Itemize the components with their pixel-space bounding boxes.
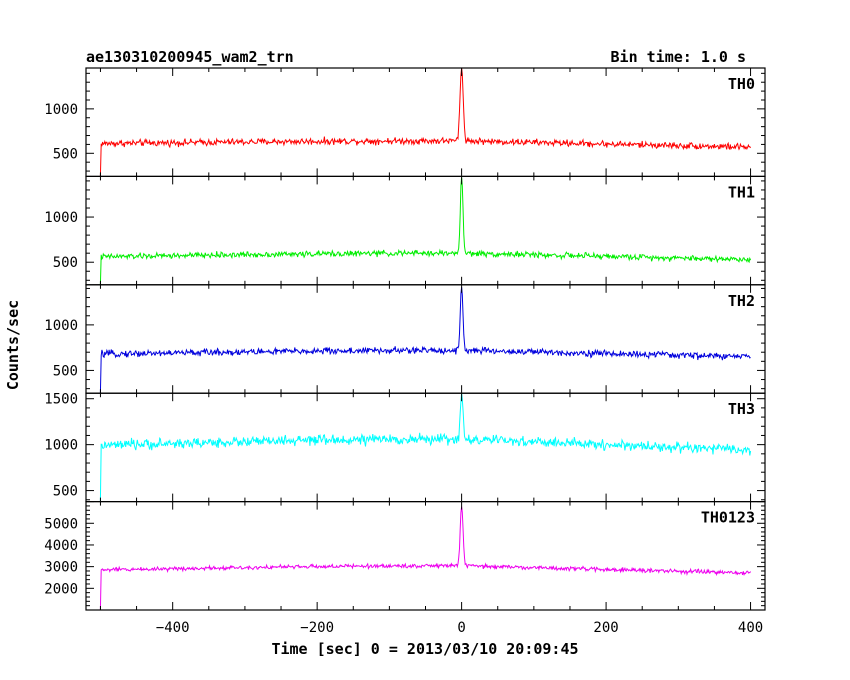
y-tick-label: 5000 bbox=[44, 516, 78, 532]
y-tick-label: 1000 bbox=[44, 102, 78, 118]
panel-frame bbox=[85, 501, 766, 611]
y-tick-label: 1000 bbox=[44, 210, 78, 226]
panel-frame bbox=[85, 175, 766, 286]
y-tick-label: 500 bbox=[53, 146, 78, 162]
x-tick-label: 0 bbox=[457, 620, 465, 636]
x-axis-label: Time [sec] 0 = 2013/03/10 20:09:45 bbox=[271, 640, 578, 658]
y-tick-label: 500 bbox=[53, 484, 78, 500]
panel-frame bbox=[85, 284, 766, 394]
series-line-th1 bbox=[99, 177, 752, 285]
y-tick-label: 500 bbox=[53, 255, 78, 271]
y-tick-label: 1500 bbox=[44, 392, 78, 408]
panel-frame bbox=[85, 67, 766, 178]
x-tick-label: 400 bbox=[738, 620, 763, 636]
y-tick-label: 1000 bbox=[44, 318, 78, 334]
panel-th3: 500 1000 1500 TH3 bbox=[44, 392, 766, 503]
series-line-th0 bbox=[99, 68, 752, 177]
figure-title: ae130310200945_wam2_trn bbox=[86, 48, 294, 66]
x-tick-label: 200 bbox=[593, 620, 618, 636]
panel-th0: 500 1000 TH0 bbox=[44, 67, 766, 178]
x-tick-label: −400 bbox=[156, 620, 190, 636]
y-tick-label: 2000 bbox=[44, 581, 78, 597]
panel-label-th2: TH2 bbox=[728, 292, 755, 310]
panel-th2: 500 1000 TH2 bbox=[44, 284, 766, 394]
panel-label-th3: TH3 bbox=[728, 400, 755, 418]
series-line-th0123 bbox=[99, 506, 752, 611]
series-line-th3 bbox=[99, 393, 752, 502]
panel-label-th0123: TH0123 bbox=[701, 509, 755, 527]
panel-th1: 500 1000 TH1 bbox=[44, 175, 766, 286]
x-tick-label: −200 bbox=[300, 620, 334, 636]
panel-th0123: 2000 3000 4000 5000 TH0123 bbox=[44, 501, 766, 611]
panel-label-th1: TH1 bbox=[728, 183, 755, 201]
panel-label-th0: TH0 bbox=[728, 75, 755, 93]
y-tick-label: 500 bbox=[53, 363, 78, 379]
y-tick-label: 3000 bbox=[44, 560, 78, 576]
y-axis-label: Counts/sec bbox=[4, 300, 22, 390]
y-tick-label: 4000 bbox=[44, 538, 78, 554]
y-tick-label: 1000 bbox=[44, 438, 78, 454]
series-line-th2 bbox=[99, 287, 751, 394]
bin-time-label: Bin time: 1.0 s bbox=[611, 48, 746, 66]
panels-group: 500 1000 TH0 500 1000 TH1 500 1000 TH2 500 1000 150… bbox=[44, 67, 766, 636]
